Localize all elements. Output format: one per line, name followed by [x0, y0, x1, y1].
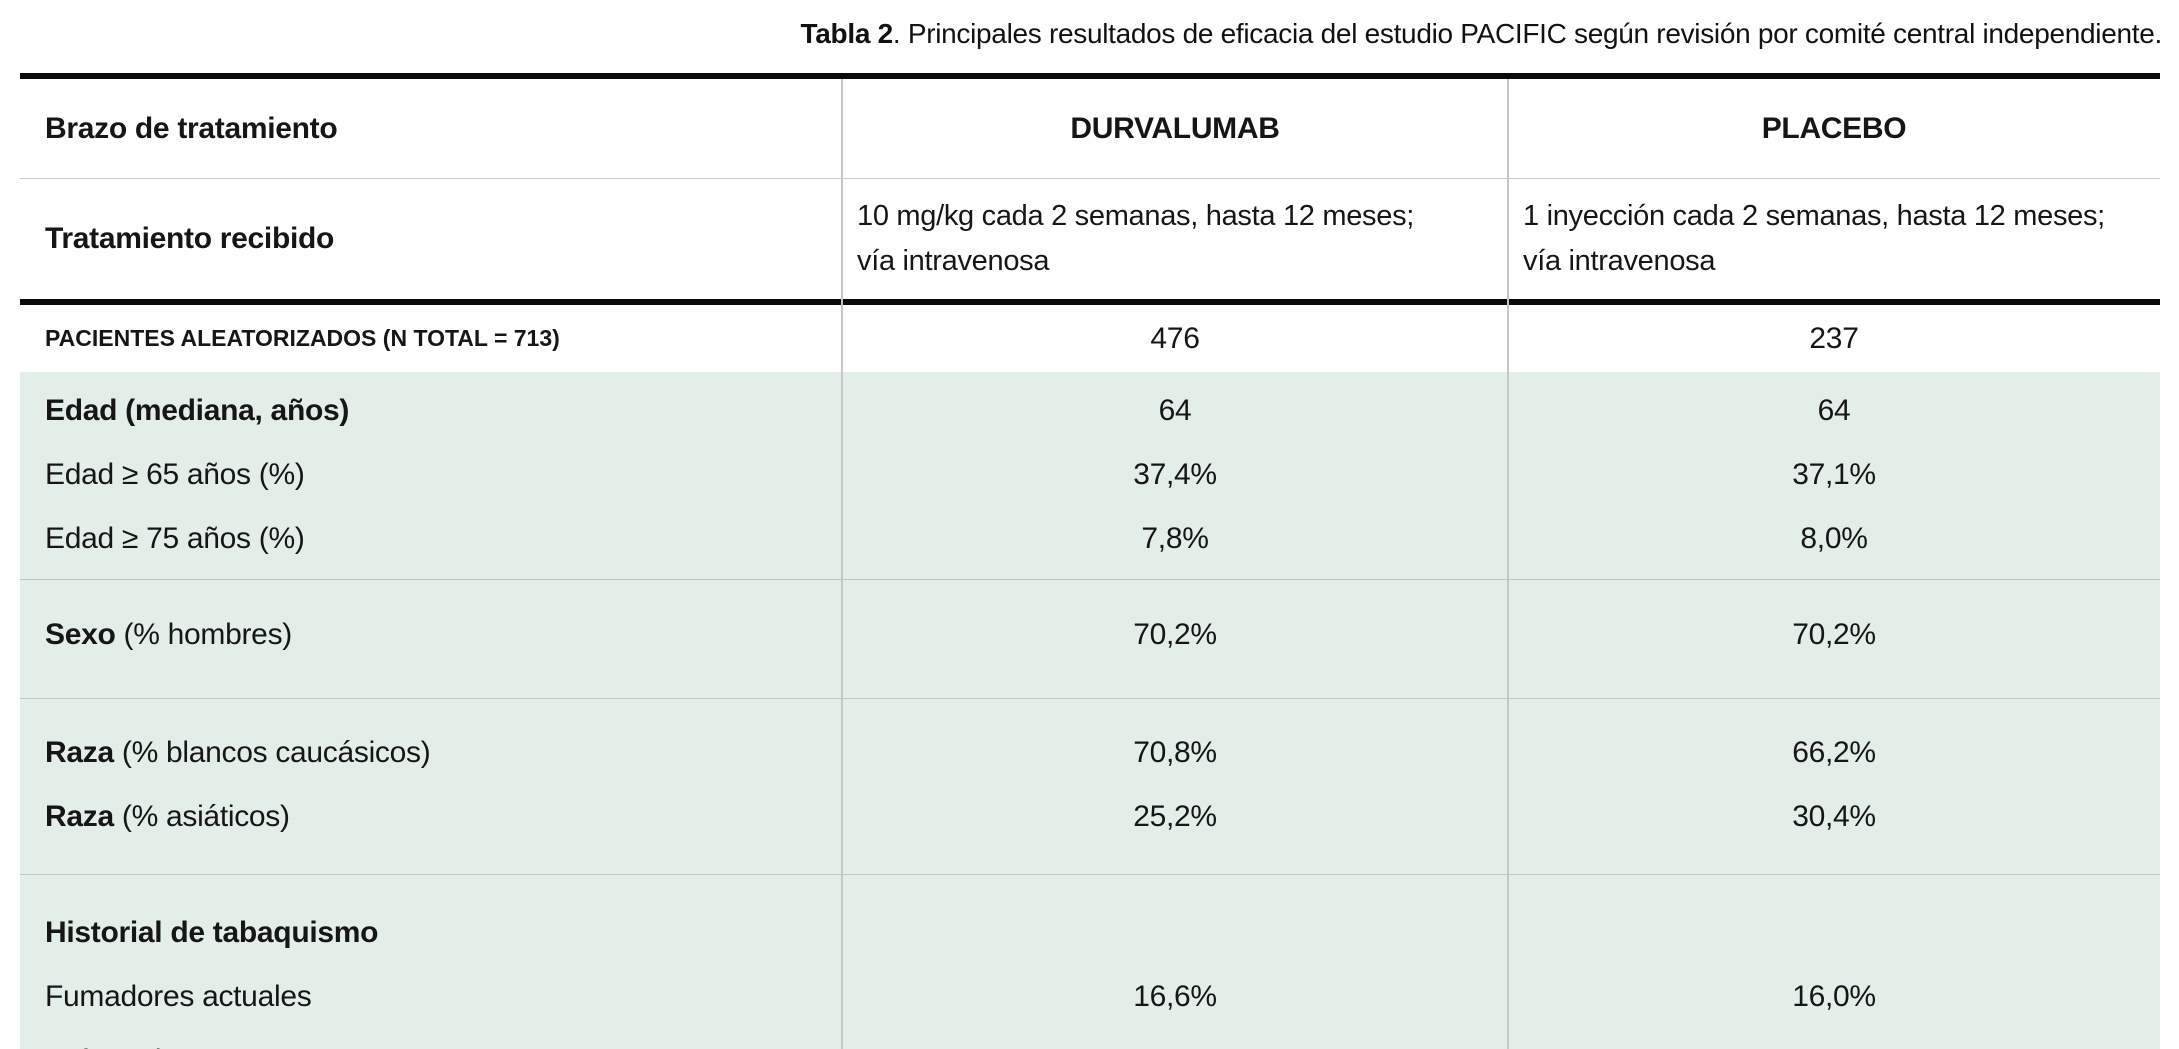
- table-row: Fumadores actuales 16,6% 16,0%: [20, 965, 2160, 1029]
- table-caption: Tabla 2. Principales resultados de efica…: [0, 18, 2163, 50]
- placebo-value: 66,2%: [1792, 736, 1876, 769]
- row-label: Raza (% blancos caucásicos): [45, 736, 431, 769]
- table-row: Historial de tabaquismo: [20, 901, 2160, 965]
- durvalumab-value: 70,8%: [1133, 736, 1217, 769]
- row-label: Edad ≥ 75 años (%): [45, 522, 305, 555]
- table-row-patients: PACIENTES ALEATORIZADOS (N TOTAL = 713) …: [20, 305, 2160, 372]
- durvalumab-value: 16,6%: [1133, 980, 1217, 1013]
- durvalumab-treatment: 10 mg/kg cada 2 semanas, hasta 12 meses;…: [842, 194, 1508, 284]
- table-caption-number: Tabla 2: [800, 18, 894, 49]
- row-label: Raza (% asiáticos): [45, 800, 290, 833]
- table-row-header: Brazo de tratamiento DURVALUMAB PLACEBO: [20, 79, 2160, 179]
- placebo-value: 16,0%: [1792, 980, 1876, 1013]
- durvalumab-value: 70,2%: [1133, 618, 1217, 651]
- placebo-value: 75,1%: [1508, 1044, 2160, 1049]
- durvalumab-value: 25,2%: [1133, 800, 1217, 833]
- row-label: Fumadores actuales: [45, 980, 312, 1013]
- group-sexo: Sexo (% hombres) 70,2% 70,2%: [20, 580, 2160, 699]
- row-label: Sexo (% hombres): [45, 618, 292, 651]
- table-row: Edad (mediana, años) 64 64: [20, 379, 2160, 443]
- placebo-value: 8,0%: [1800, 522, 1868, 555]
- table-row: Edad ≥ 75 años (%) 7,8% 8,0%: [20, 507, 2160, 571]
- row-label: Historial de tabaquismo: [45, 916, 379, 949]
- row-label: Tratamiento recibido: [45, 222, 335, 255]
- durvalumab-treatment-line1: 10 mg/kg cada 2 semanas, hasta 12 meses;: [857, 200, 1415, 232]
- table-row: Edad ≥ 65 años (%) 37,4% 37,1%: [20, 443, 2160, 507]
- header-placebo: PLACEBO: [1761, 111, 1907, 145]
- durvalumab-value: 37,4%: [1133, 458, 1217, 491]
- header-arm-label: Brazo de tratamiento: [45, 111, 338, 145]
- header-durvalumab: DURVALUMAB: [1070, 111, 1280, 145]
- placebo-value: 30,4%: [1792, 800, 1876, 833]
- durvalumab-treatment-line2: vía intravenosa: [857, 245, 1050, 277]
- placebo-value: 237: [1809, 321, 1859, 355]
- column-divider-2: [1507, 79, 1509, 1049]
- table-row: Exfumadores 74,4% 75,1%: [20, 1029, 2160, 1049]
- group-tabaquismo: Historial de tabaquismo Fumadores actual…: [20, 875, 2160, 1049]
- row-label: Exfumadores: [20, 1044, 842, 1049]
- table-row: Sexo (% hombres) 70,2% 70,2%: [20, 603, 2160, 667]
- row-label: PACIENTES ALEATORIZADOS (N TOTAL = 713): [45, 325, 560, 351]
- durvalumab-value: 7,8%: [1141, 522, 1209, 555]
- placebo-treatment-line2: vía intravenosa: [1523, 245, 1716, 277]
- row-label: Edad ≥ 65 años (%): [45, 458, 305, 491]
- group-edad: Edad (mediana, años) 64 64 Edad ≥ 65 año…: [20, 372, 2160, 580]
- durvalumab-value: 64: [1158, 394, 1192, 427]
- placebo-value: 70,2%: [1792, 618, 1876, 651]
- table-row: Raza (% asiáticos) 25,2% 30,4%: [20, 785, 2160, 849]
- table-row: Raza (% blancos caucásicos) 70,8% 66,2%: [20, 721, 2160, 785]
- group-raza: Raza (% blancos caucásicos) 70,8% 66,2% …: [20, 699, 2160, 875]
- placebo-value: 64: [1817, 394, 1851, 427]
- column-divider-1: [841, 79, 843, 1049]
- placebo-treatment-line1: 1 inyección cada 2 semanas, hasta 12 mes…: [1523, 200, 2105, 232]
- table-caption-text: . Principales resultados de eficacia del…: [892, 18, 2162, 49]
- placebo-treatment: 1 inyección cada 2 semanas, hasta 12 mes…: [1508, 194, 2160, 284]
- durvalumab-value: 74,4%: [842, 1044, 1508, 1049]
- durvalumab-value: 476: [1150, 321, 1200, 355]
- placebo-value: 37,1%: [1792, 458, 1876, 491]
- table-row-treatment: Tratamiento recibido 10 mg/kg cada 2 sem…: [20, 179, 2160, 305]
- row-label: Edad (mediana, años): [45, 394, 350, 427]
- pacific-results-table: Brazo de tratamiento DURVALUMAB PLACEBO …: [20, 73, 2160, 1049]
